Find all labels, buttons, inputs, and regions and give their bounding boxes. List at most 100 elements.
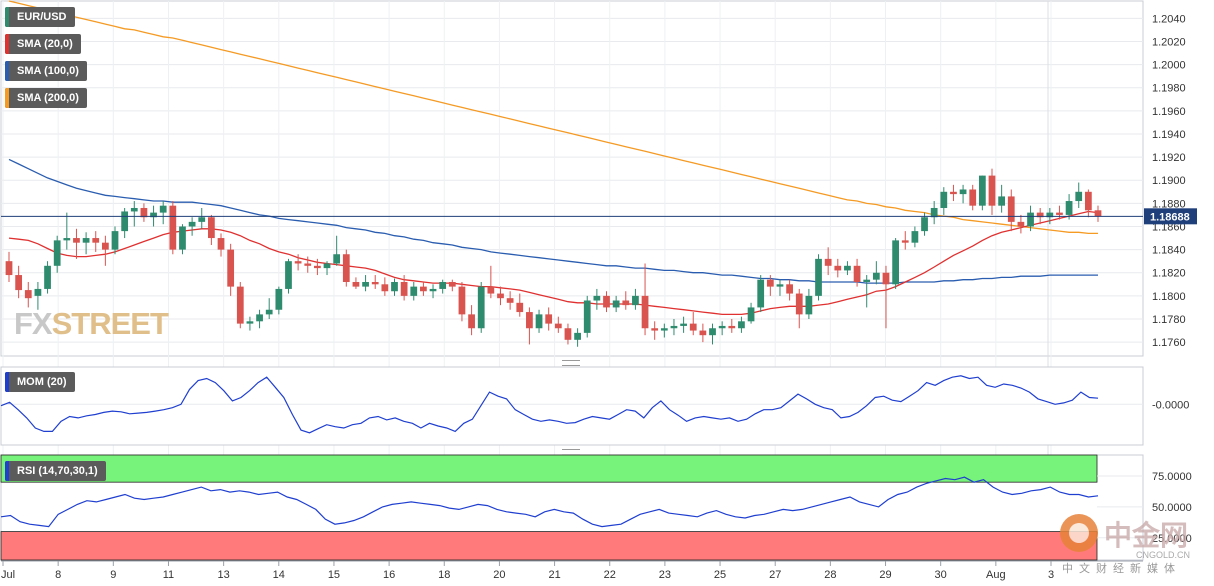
candle [689,312,697,336]
candle-body [333,254,341,264]
x-tick-label-19: 3 [1048,569,1054,581]
candle [583,295,591,338]
x-tick-label-16: 29 [879,569,891,581]
candle [140,203,148,222]
candle [699,323,707,343]
candle [63,212,71,250]
legend-eurusd-label: EUR/USD [17,11,67,23]
candle [901,231,909,250]
candle [978,175,986,211]
x-tick-label-4: 13 [218,569,230,581]
candle [275,286,283,315]
candle [429,284,437,299]
legend-sma20[interactable]: SMA (20,0) [5,34,81,54]
candle [477,281,485,333]
legend-mom[interactable]: MOM (20) [5,372,75,392]
candle-body [1046,212,1054,218]
candle-body [198,217,206,222]
pane-resize-handle-1[interactable] [562,360,580,366]
x-tick-label-10: 21 [548,569,560,581]
candle [747,302,755,324]
candle [352,277,360,289]
candle-body [680,323,687,326]
candle-body [304,263,312,266]
legend-sma100[interactable]: SMA (100,0) [5,61,87,81]
candle [766,275,774,296]
candle [930,201,938,225]
candle [371,275,379,289]
candle-body [844,265,851,271]
candle-body [487,286,495,294]
candle-body [468,314,475,329]
candle-body [208,217,215,239]
legend-sma200[interactable]: SMA (200,0) [5,88,87,108]
legend-rsi-label: RSI (14,70,30,1) [17,465,98,477]
rsi-line [0,476,1099,528]
candle-body [140,207,148,218]
last-price-tag [1144,208,1197,225]
candle [130,201,138,227]
legend-eurusd[interactable]: EUR/USD [5,7,75,27]
pane-resize-handle-2[interactable] [562,449,580,455]
x-tick-label-5: 14 [273,569,285,581]
candle [24,281,32,308]
candle-body [121,211,129,232]
candle [304,256,312,273]
candle [159,201,167,225]
x-tick-label-17: 30 [935,569,947,581]
candle-body [5,261,13,276]
candle-body [863,279,871,282]
candle [574,328,581,347]
candle [805,288,813,319]
candle-body [53,240,61,266]
candle-body [574,332,581,340]
x-tick-label-14: 27 [769,569,781,581]
candle-body [371,281,379,285]
candle-body [314,265,321,269]
candle-body [391,281,398,292]
candle-body [824,258,832,266]
candle-body [815,258,822,296]
price-y-tick-4: 1.1960 [1152,106,1186,118]
candle-body [786,284,793,294]
candle-body [73,238,80,243]
candle [651,321,659,340]
candle-body [651,328,659,331]
candle-body [227,249,235,287]
fxstreet-watermark: FXSTREET [14,306,169,341]
legend-rsi[interactable]: RSI (14,70,30,1) [5,461,106,481]
candle [246,316,254,331]
candle [564,323,572,345]
candle-body [998,196,1006,206]
candle [709,323,716,345]
candle [998,184,1006,213]
price-y-tick-6: 1.1920 [1152,152,1186,164]
candle [420,281,427,296]
x-tick-label-3: 11 [163,569,174,581]
candle-body [111,231,119,250]
candle [362,275,369,292]
candle [73,228,80,259]
candle [294,254,302,271]
candle [911,226,919,248]
candle-body [150,212,157,218]
candle [795,288,803,329]
candle-body [342,254,350,282]
legend-sma100-label: SMA (100,0) [17,65,79,77]
rsi-y-tick-1: 50.0000 [1152,502,1192,514]
x-tick-label-1: 8 [55,569,61,581]
candle [844,261,851,276]
x-tick-label-13: 25 [714,569,726,581]
candle-body [381,284,389,292]
last-price-tag-label: 1.18688 [1150,211,1190,223]
candle [892,238,899,289]
candle [92,231,100,252]
candle [786,279,793,301]
candle-body [159,205,167,213]
candle-body [978,175,986,206]
candle-body [236,286,244,324]
candle [44,261,51,294]
candle-body [969,189,977,206]
candle [256,309,263,329]
